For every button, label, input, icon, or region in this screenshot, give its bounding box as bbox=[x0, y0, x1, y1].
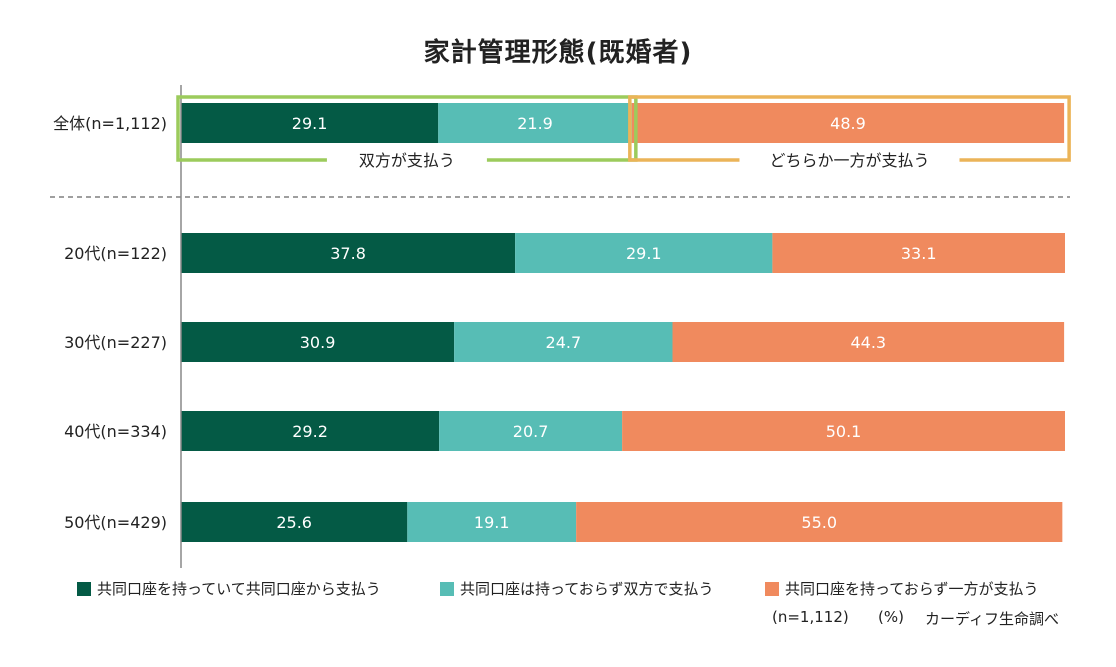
bar-segment bbox=[631, 103, 1065, 143]
bar-segment bbox=[622, 411, 1065, 451]
data-label: 44.3 bbox=[850, 333, 886, 352]
data-label: 30.9 bbox=[300, 333, 336, 352]
bar-segment bbox=[576, 502, 1063, 542]
category-label: 40代(n=334) bbox=[64, 422, 167, 441]
category-label: 30代(n=227) bbox=[64, 333, 167, 352]
data-label: 55.0 bbox=[801, 513, 837, 532]
bar-segment bbox=[772, 233, 1065, 273]
annotation-both-pay: 双方が支払う bbox=[359, 151, 455, 170]
chart-title: 家計管理形態(既婚者) bbox=[423, 38, 693, 68]
data-label: 29.1 bbox=[292, 114, 328, 133]
bar-segment bbox=[181, 103, 439, 143]
bracket-one-pays bbox=[628, 95, 1071, 162]
data-label: 29.2 bbox=[292, 422, 328, 441]
bar-segment bbox=[454, 322, 673, 362]
bar-segment bbox=[181, 322, 455, 362]
bar-segment bbox=[181, 233, 516, 273]
data-label: 29.1 bbox=[626, 244, 662, 263]
bar-segment bbox=[672, 322, 1065, 362]
category-label: 全体(n=1,112) bbox=[53, 114, 167, 133]
bar-segment bbox=[439, 411, 623, 451]
data-label: 25.6 bbox=[276, 513, 312, 532]
bar-segment bbox=[515, 233, 773, 273]
data-label: 33.1 bbox=[901, 244, 937, 263]
data-label: 24.7 bbox=[546, 333, 582, 352]
bar-segment bbox=[181, 502, 408, 542]
data-label: 48.9 bbox=[830, 114, 866, 133]
category-label: 50代(n=429) bbox=[64, 513, 167, 532]
data-label: 19.1 bbox=[474, 513, 510, 532]
bracket-both-pay bbox=[176, 95, 638, 162]
bar-segment bbox=[181, 411, 440, 451]
annotation-one-pays: どちらか一方が支払う bbox=[769, 151, 929, 170]
data-label: 37.8 bbox=[330, 244, 366, 263]
data-label: 21.9 bbox=[517, 114, 553, 133]
data-label: 50.1 bbox=[826, 422, 862, 441]
data-label: 20.7 bbox=[513, 422, 549, 441]
bar-segment bbox=[407, 502, 577, 542]
category-label: 20代(n=122) bbox=[64, 244, 167, 263]
bar-segment bbox=[438, 103, 632, 143]
